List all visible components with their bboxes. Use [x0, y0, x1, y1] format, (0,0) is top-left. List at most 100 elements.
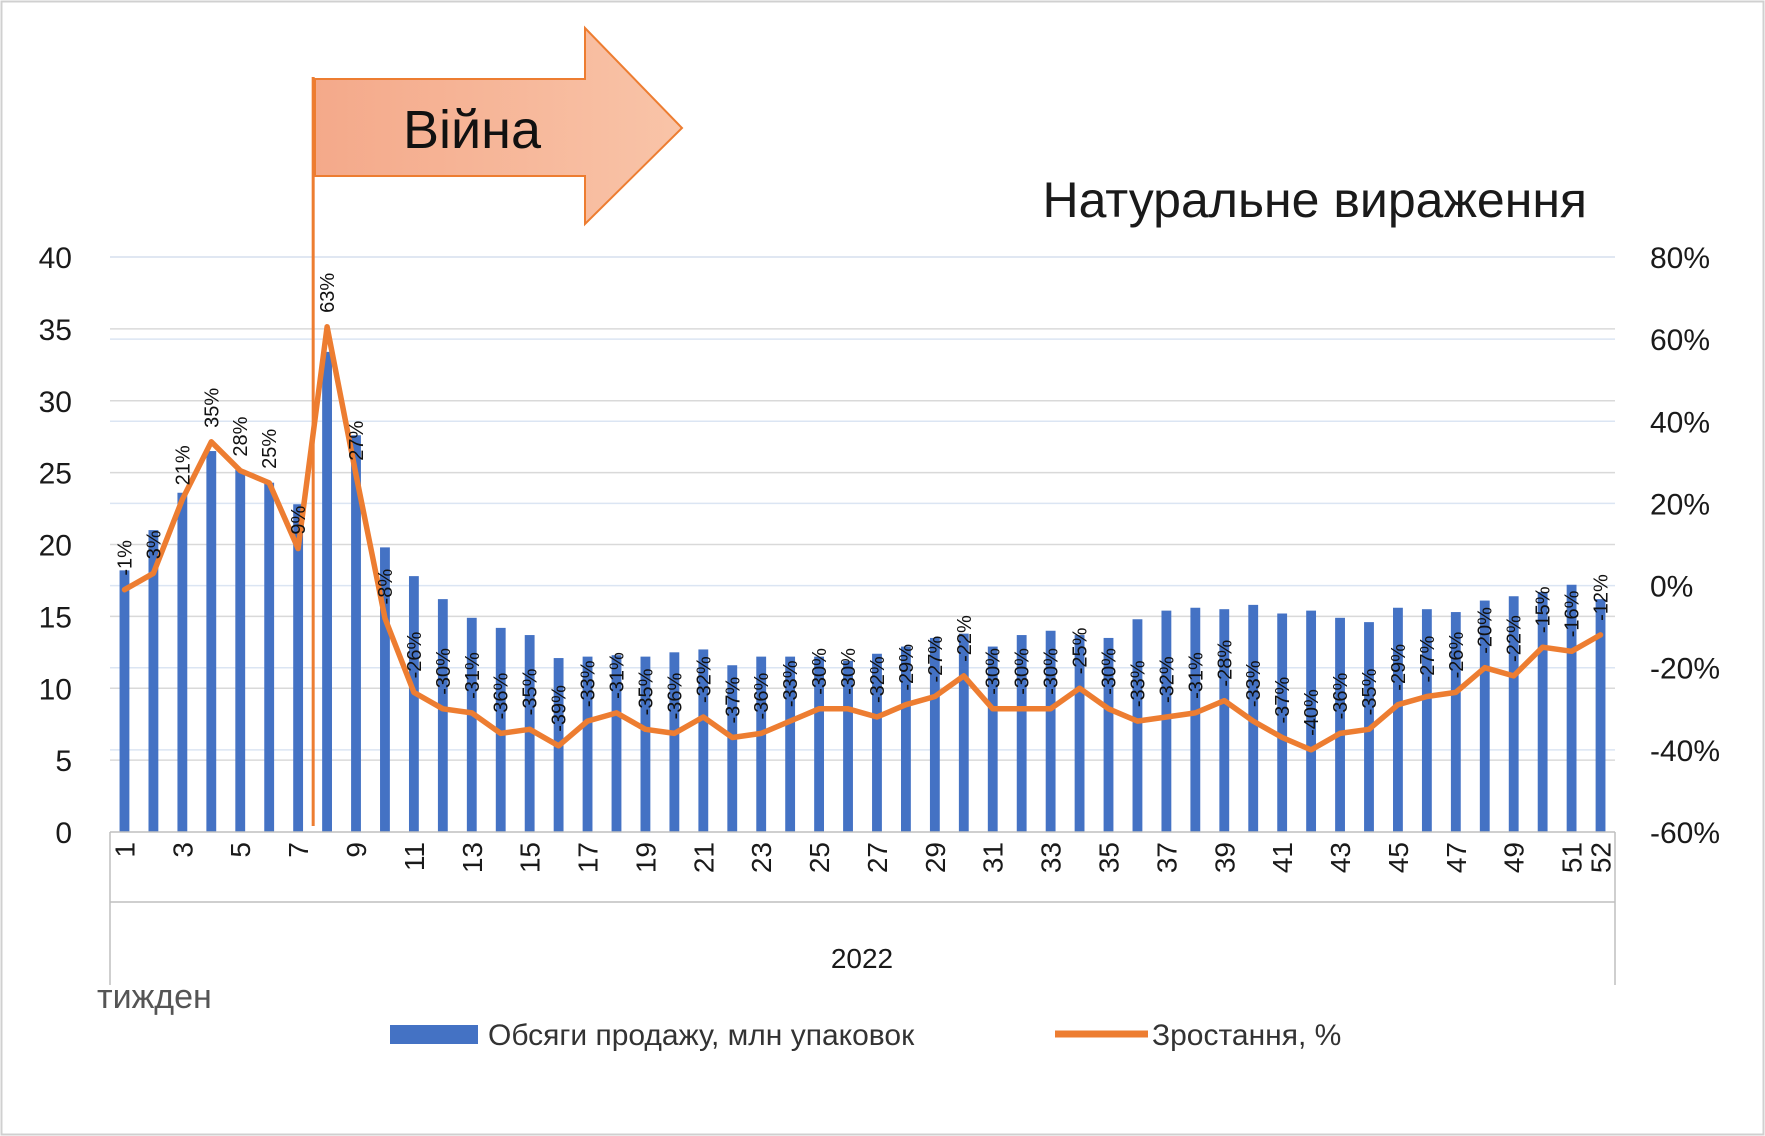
growth-point — [1077, 685, 1083, 691]
growth-line — [121, 324, 1604, 753]
x-tick-label: 25 — [804, 842, 835, 873]
growth-point — [1511, 673, 1517, 679]
growth-point — [787, 718, 793, 724]
growth-point — [1569, 648, 1575, 654]
bar — [293, 504, 304, 832]
bar — [1335, 617, 1345, 832]
growth-data-label: -31% — [606, 652, 628, 699]
growth-data-label: -40% — [1301, 689, 1323, 736]
y-right-tick-label: -20% — [1650, 653, 1720, 686]
growth-data-label: -8% — [375, 569, 397, 605]
growth-point — [845, 706, 851, 712]
y-left-tick-label: 35 — [39, 314, 72, 347]
y-right-tick-label: 60% — [1650, 324, 1710, 357]
x-tick-label: 23 — [746, 842, 777, 873]
x-tick-label: 1 — [109, 842, 140, 858]
growth-data-label: 21% — [172, 445, 194, 485]
y-right-tick-label: -60% — [1650, 817, 1720, 850]
bar — [466, 617, 477, 832]
x-tick-label: 7 — [283, 842, 314, 858]
growth-point — [990, 706, 996, 712]
bar — [958, 633, 969, 832]
growth-point — [585, 718, 591, 724]
bar — [1421, 609, 1432, 832]
bar — [611, 655, 622, 832]
growth-point — [1598, 632, 1604, 638]
left-axis: 0 5 10 15 20 25 30 35 40 — [39, 242, 72, 850]
x-tick-label: 52 — [1586, 842, 1617, 873]
growth-data-label: -39% — [549, 685, 571, 732]
y-left-tick-label: 0 — [55, 817, 72, 850]
growth-data-label: -36% — [751, 673, 773, 720]
y-left-tick-label: 5 — [55, 745, 72, 778]
x-tick-label: 13 — [457, 842, 488, 873]
bar — [1161, 610, 1172, 832]
growth-data-label: -30% — [838, 648, 860, 695]
growth-data-label: -15% — [1533, 586, 1555, 633]
growth-point — [1250, 718, 1256, 724]
growth-data-label: -35% — [635, 668, 657, 715]
war-label: Війна — [403, 100, 542, 160]
growth-data-label: -37% — [722, 677, 744, 724]
growth-data-label: -30% — [1012, 648, 1034, 695]
growth-data-label: -28% — [1214, 640, 1236, 687]
bar — [1450, 612, 1461, 832]
growth-data-label: 63% — [317, 273, 339, 313]
bar — [640, 656, 651, 832]
growth-point — [382, 615, 388, 621]
growth-point — [1453, 689, 1459, 695]
growth-point — [1221, 698, 1227, 704]
bar — [437, 599, 448, 832]
growth-point — [556, 743, 562, 749]
growth-data-label: -37% — [1272, 677, 1294, 724]
x-tick-label: 3 — [167, 842, 198, 858]
growth-point — [729, 735, 735, 741]
bar — [900, 646, 911, 832]
growth-data-label: -31% — [462, 652, 484, 699]
growth-point — [1366, 726, 1372, 732]
growth-point — [1540, 644, 1546, 650]
y-left-tick-label: 20 — [39, 530, 72, 563]
bar — [1219, 609, 1230, 832]
growth-data-label: -33% — [578, 660, 600, 707]
bar — [495, 627, 506, 832]
growth-point — [1134, 718, 1140, 724]
bar — [1306, 610, 1317, 832]
growth-point — [469, 710, 475, 716]
growth-data-label: -27% — [1417, 636, 1439, 683]
growth-point — [961, 673, 967, 679]
x-tick-label: 39 — [1209, 842, 1240, 873]
growth-data-label: -22% — [954, 615, 976, 662]
growth-data-label: -32% — [867, 656, 889, 703]
x-tick-label: 43 — [1325, 842, 1356, 873]
y-right-tick-label: 80% — [1650, 242, 1710, 275]
bar — [148, 530, 159, 832]
bar — [698, 649, 709, 832]
war-arrow — [314, 25, 684, 227]
x-tick-label: 49 — [1499, 842, 1530, 873]
growth-data-label: -16% — [1562, 590, 1584, 637]
growth-point — [266, 480, 272, 486]
growth-data-label: -33% — [1243, 660, 1265, 707]
growth-data-label: -26% — [404, 631, 426, 678]
growth-point — [700, 714, 706, 720]
bar — [929, 637, 940, 832]
growth-data-label: -30% — [983, 648, 1005, 695]
x-tick-label: 27 — [862, 842, 893, 873]
right-axis: -60% -40% -20% 0% 20% 40% 60% 80% — [1650, 242, 1720, 850]
bar — [351, 435, 361, 832]
growth-data-label: -32% — [1156, 656, 1178, 703]
x-tick-label: 31 — [978, 842, 1009, 873]
bar — [814, 656, 825, 832]
growth-data-label: 3% — [143, 530, 165, 559]
growth-point — [121, 587, 127, 593]
bar — [1074, 635, 1085, 832]
growth-point — [1106, 706, 1112, 712]
growth-point — [816, 706, 822, 712]
x-tick-label: 33 — [1036, 842, 1067, 873]
growth-point — [150, 570, 156, 576]
growth-point — [642, 726, 648, 732]
y-right-tick-label: 20% — [1650, 488, 1710, 521]
bar — [235, 469, 246, 832]
growth-data-label: -26% — [1446, 631, 1468, 678]
